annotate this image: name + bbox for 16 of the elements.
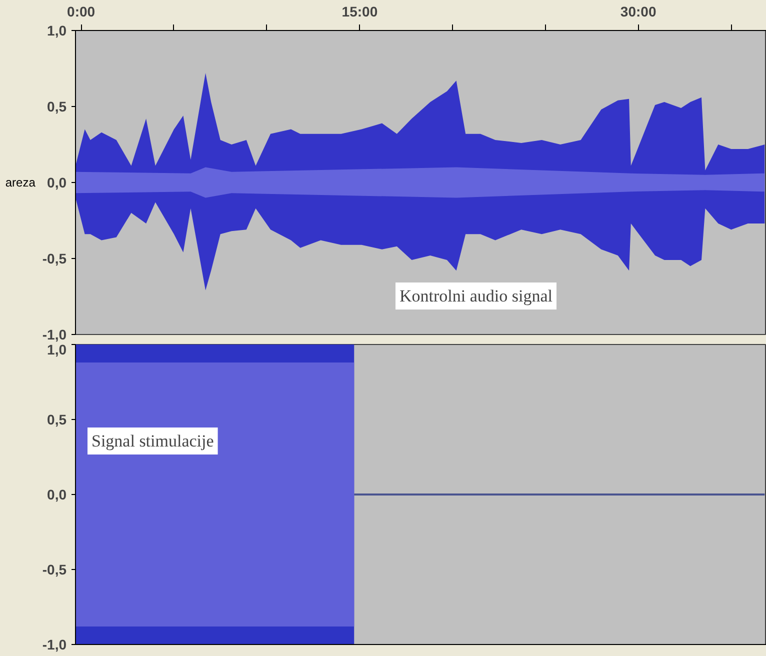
annotation: Kontrolni audio signal [400, 286, 553, 306]
y-tick-label: -1,0 [42, 326, 67, 342]
y-tick-label: 0,5 [47, 98, 67, 114]
y-tick-label: -1,0 [42, 636, 67, 652]
y-tick-label: 0,0 [47, 174, 67, 190]
x-tick-label: 30:00 [620, 4, 656, 20]
y-axis-title: areza [5, 176, 36, 190]
y-tick-label: -0,5 [42, 250, 67, 266]
x-tick-label: 15:00 [342, 4, 378, 20]
y-tick-label: 0,5 [47, 412, 67, 428]
annotation: Signal stimulacije [92, 432, 214, 450]
y-tick-label: -0,5 [42, 562, 67, 578]
y-tick-label: 0,0 [47, 486, 67, 502]
x-tick-label: 0:00 [67, 4, 96, 20]
y-tick-label: 1,0 [47, 342, 67, 358]
y-tick-label: 1,0 [47, 22, 67, 38]
